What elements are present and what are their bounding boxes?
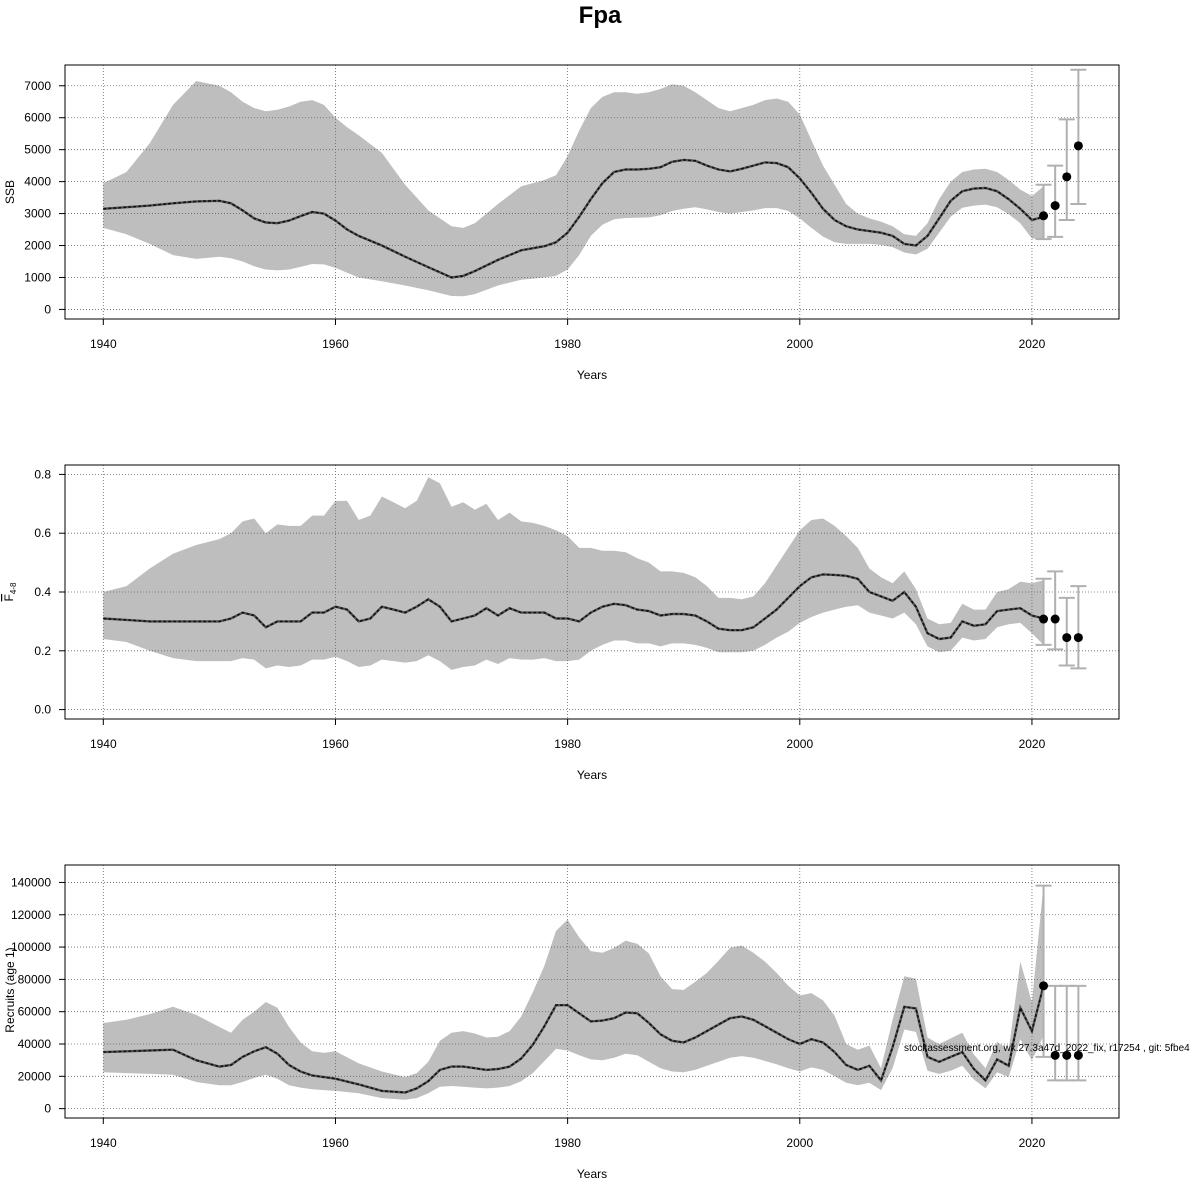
- y-tick-label: 0.6: [34, 526, 51, 540]
- plot-frame: [64, 64, 1120, 320]
- y-tick-label: 80000: [18, 972, 52, 986]
- x-tick-label: 1960: [322, 337, 349, 351]
- x-tick-label: 1980: [554, 1136, 581, 1150]
- x-tick-label: 2000: [786, 337, 813, 351]
- y-tick-label: 0.0: [34, 703, 51, 717]
- y-tick-label: 2000: [24, 239, 51, 253]
- x-axis-label: Years: [577, 1167, 607, 1181]
- page-title: Fpa: [578, 2, 622, 29]
- y-tick-label: 20000: [18, 1069, 52, 1083]
- x-tick-label: 1940: [90, 1136, 117, 1150]
- y-tick-label: 1000: [24, 270, 51, 284]
- x-tick-label: 2020: [1019, 737, 1046, 751]
- x-tick-label: 2000: [786, 737, 813, 751]
- y-tick-label: 120000: [11, 908, 51, 922]
- y-tick-label: 7000: [24, 79, 51, 93]
- confidence-band: [103, 477, 1044, 670]
- forecast-point: [1062, 633, 1072, 643]
- y-tick-label: 0: [44, 302, 51, 316]
- forecast-point: [1039, 614, 1049, 624]
- footnote: stockassessment.org, wk.27.3a47d_2022_fi…: [904, 1043, 1190, 1054]
- x-tick-label: 2000: [786, 1136, 813, 1150]
- y-tick-label: 60000: [18, 1005, 52, 1019]
- forecast-point: [1062, 172, 1072, 182]
- y-axis-label: SSB: [3, 180, 17, 204]
- forecast-point: [1073, 141, 1083, 151]
- confidence-band: [103, 885, 1044, 1100]
- y-tick-label: 0.2: [34, 644, 51, 658]
- forecast-point: [1039, 211, 1049, 221]
- forecast-point: [1050, 614, 1060, 624]
- y-axis-label: Recruits (age 1): [3, 947, 17, 1032]
- recruits-panel: 1940 1960 1980 2000 2020 0 20000 40000 60000 8000…: [3, 864, 1120, 1181]
- forecast-point: [1073, 633, 1083, 643]
- confidence-band: [103, 81, 1044, 297]
- fishing-mortality-panel: 1940 1960 1980 2000 2020 0.0 0.2 0.4 0.6 0.8 Years…: [2, 464, 1120, 782]
- y-tick-label: 3000: [24, 207, 51, 221]
- x-tick-label: 1960: [322, 737, 349, 751]
- y-tick-label: 40000: [18, 1037, 52, 1051]
- forecast-point: [1050, 201, 1060, 211]
- x-tick-label: 1980: [554, 337, 581, 351]
- y-tick-label: 140000: [11, 875, 51, 889]
- x-axis-label: Years: [577, 368, 607, 382]
- plot-frame: [64, 864, 1120, 1119]
- x-tick-label: 1940: [90, 337, 117, 351]
- x-tick-label: 2020: [1019, 337, 1046, 351]
- ssb-panel: 1940 1960 1980 2000 2020 0 1000 2000 3000 4000 500…: [3, 64, 1120, 382]
- y-tick-label: 0: [44, 1102, 51, 1116]
- estimate-line-dashed: [103, 985, 1045, 1094]
- forecast-point: [1039, 981, 1049, 991]
- x-axis-label: Years: [577, 768, 607, 782]
- y-tick-label: 0.8: [34, 467, 51, 481]
- y-tick-label: 5000: [24, 143, 51, 157]
- x-tick-label: 1940: [90, 737, 117, 751]
- forecast-point: [1073, 1050, 1083, 1060]
- estimate-line-dashed: [103, 573, 1044, 640]
- y-tick-label: 100000: [11, 940, 51, 954]
- y-tick-label: 4000: [24, 175, 51, 189]
- estimate-line: [103, 158, 1044, 279]
- x-tick-label: 1980: [554, 737, 581, 751]
- x-tick-label: 2020: [1019, 1136, 1046, 1150]
- y-tick-label: 0.4: [34, 585, 51, 599]
- forecast-point: [1062, 1050, 1072, 1060]
- y-tick-label: 6000: [24, 111, 51, 125]
- x-tick-label: 1960: [322, 1136, 349, 1150]
- y-axis-label: F4-8: [2, 582, 18, 601]
- forecast-point: [1050, 1050, 1060, 1060]
